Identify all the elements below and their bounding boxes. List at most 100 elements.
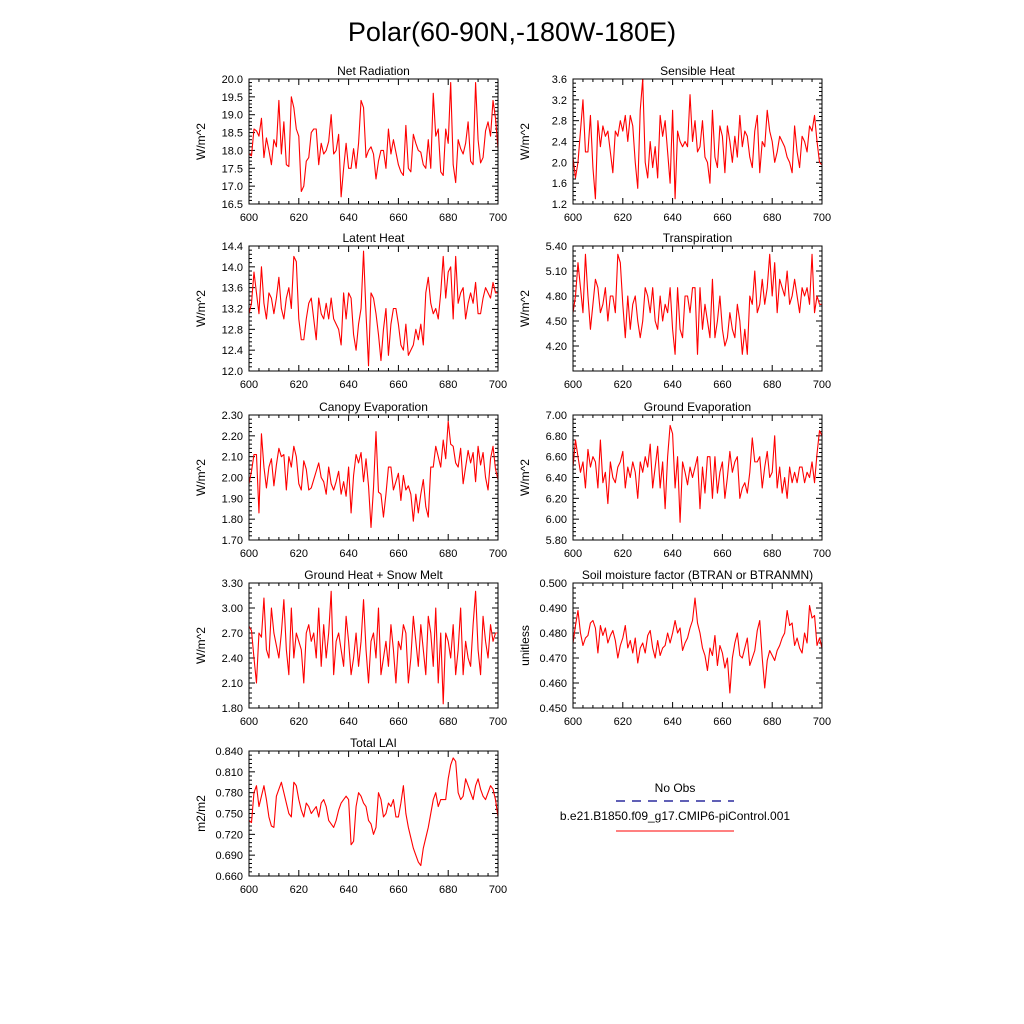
y-tick-label: 2.00	[222, 473, 243, 485]
plot-frame	[572, 78, 823, 205]
x-tick-label: 700	[489, 884, 507, 896]
y-tick-label: 13.6	[222, 283, 243, 295]
x-tick-label: 600	[240, 884, 258, 896]
y-tick-label: 6.80	[546, 431, 567, 443]
x-tick-label: 620	[614, 548, 632, 560]
x-tick-label: 660	[389, 548, 407, 560]
y-axis-label: W/m^2	[194, 627, 208, 664]
x-tick-label: 700	[813, 716, 831, 728]
y-tick-label: 3.00	[222, 603, 243, 615]
y-tick-label: 2.40	[222, 653, 243, 665]
x-tick-label: 680	[763, 212, 781, 224]
y-tick-label: 18.5	[222, 128, 243, 140]
y-tick-label: 2.10	[222, 452, 243, 464]
y-tick-label: 19.0	[222, 110, 243, 122]
series-line	[572, 253, 822, 355]
x-tick-label: 620	[290, 716, 308, 728]
y-axis-label: W/m^2	[194, 123, 208, 160]
y-tick-label: 19.5	[222, 92, 243, 104]
y-axis-label: W/m^2	[194, 290, 208, 327]
y-tick-label: 0.810	[215, 767, 243, 779]
y-tick-label: 2.30	[222, 410, 243, 422]
y-tick-label: 13.2	[222, 304, 243, 316]
y-tick-label: 17.0	[222, 181, 243, 193]
y-tick-label: 0.460	[539, 678, 567, 690]
x-tick-label: 640	[663, 548, 681, 560]
x-tick-label: 660	[713, 716, 731, 728]
x-tick-label: 600	[564, 212, 582, 224]
chart-title: Sensible Heat	[660, 64, 735, 78]
chart-panel: Latent Heat W/m^2 600 620 640 660 680 700 12.0 12…	[194, 231, 507, 391]
chart-panel: Total LAI m2/m2 600 620 640 660 680 700 0.660 0.6…	[194, 736, 507, 896]
plot-frame	[572, 582, 823, 709]
x-tick-label: 600	[564, 548, 582, 560]
y-tick-label: 0.720	[215, 829, 243, 841]
y-tick-label: 2.70	[222, 628, 243, 640]
y-tick-label: 6.40	[546, 473, 567, 485]
x-tick-label: 600	[240, 212, 258, 224]
y-tick-label: 14.0	[222, 262, 243, 274]
x-tick-label: 620	[290, 379, 308, 391]
x-tick-label: 660	[713, 212, 731, 224]
x-tick-label: 680	[439, 884, 457, 896]
plot-frame	[248, 78, 499, 205]
y-tick-label: 1.80	[222, 514, 243, 526]
y-tick-label: 2.8	[552, 116, 567, 128]
y-tick-label: 1.70	[222, 535, 243, 547]
plot-frame	[248, 750, 499, 877]
y-tick-label: 4.50	[546, 316, 567, 328]
x-tick-label: 640	[663, 716, 681, 728]
series-line	[248, 420, 499, 529]
y-tick-label: 3.6	[552, 74, 567, 86]
y-tick-label: 0.840	[215, 746, 243, 758]
y-tick-label: 0.780	[215, 788, 243, 800]
x-tick-label: 700	[489, 379, 507, 391]
series-line	[572, 424, 823, 523]
series-line	[248, 250, 498, 367]
x-tick-label: 640	[663, 379, 681, 391]
y-tick-label: 1.80	[222, 703, 243, 715]
x-tick-label: 640	[339, 716, 357, 728]
y-tick-label: 14.4	[222, 241, 243, 253]
x-tick-label: 660	[389, 212, 407, 224]
series-line	[248, 757, 499, 867]
chart-panel: Soil moisture factor (BTRAN or BTRANMN) u…	[518, 568, 831, 728]
chart-panel: Ground Heat + Snow Melt W/m^2 600 620 640 660…	[194, 568, 507, 728]
y-tick-label: 0.450	[539, 703, 567, 715]
y-tick-label: 4.80	[546, 291, 567, 303]
x-tick-label: 620	[614, 379, 632, 391]
series-line	[248, 590, 498, 705]
x-tick-label: 600	[240, 379, 258, 391]
legend-model-label: b.e21.B1850.f09_g17.CMIP6-piControl.001	[560, 809, 790, 823]
y-tick-label: 6.20	[546, 493, 567, 505]
y-axis-label: W/m^2	[518, 123, 532, 160]
y-tick-label: 20.0	[222, 74, 243, 86]
y-tick-label: 0.500	[539, 578, 567, 590]
chart-title: Canopy Evaporation	[319, 400, 428, 414]
x-tick-label: 660	[389, 716, 407, 728]
x-tick-label: 600	[564, 716, 582, 728]
chart-title: Transpiration	[663, 231, 733, 245]
x-tick-label: 680	[439, 716, 457, 728]
chart-title: Net Radiation	[337, 64, 410, 78]
legend: No Obs b.e21.B1850.f09_g17.CMIP6-piContr…	[560, 781, 790, 832]
x-tick-label: 680	[763, 379, 781, 391]
y-tick-label: 0.750	[215, 809, 243, 821]
y-tick-label: 7.00	[546, 410, 567, 422]
y-axis-label: unitless	[518, 625, 532, 666]
x-tick-label: 640	[663, 212, 681, 224]
plot-frame	[572, 245, 823, 372]
y-tick-label: 12.4	[222, 345, 243, 357]
y-tick-label: 2.4	[552, 137, 567, 149]
x-tick-label: 680	[439, 212, 457, 224]
x-tick-label: 680	[439, 379, 457, 391]
y-tick-label: 5.80	[546, 535, 567, 547]
x-tick-label: 680	[763, 716, 781, 728]
y-axis-label: W/m^2	[518, 290, 532, 327]
series-line	[572, 597, 823, 694]
chart-panel: Canopy Evaporation W/m^2 600 620 640 660 680 70…	[194, 400, 507, 560]
y-tick-label: 5.40	[546, 241, 567, 253]
y-axis-label: m2/m2	[194, 795, 208, 832]
y-tick-label: 0.480	[539, 628, 567, 640]
